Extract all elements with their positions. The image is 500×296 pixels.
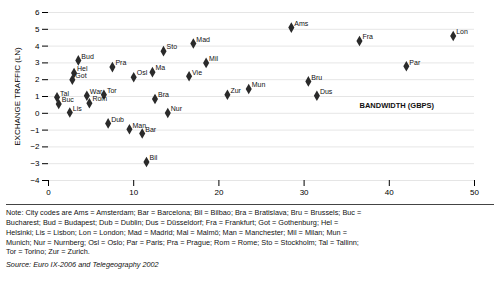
svg-text:4: 4 bbox=[35, 42, 40, 51]
svg-text:−2: −2 bbox=[30, 142, 40, 151]
svg-text:2: 2 bbox=[35, 75, 40, 84]
svg-text:Lis: Lis bbox=[73, 105, 82, 112]
html-text:Source: Euro IX-2006 and Teleg: Source: Euro IX-2006 and Telegeography 2… bbox=[6, 260, 159, 270]
svg-text:Dus: Dus bbox=[320, 88, 333, 95]
svg-text:Man: Man bbox=[132, 122, 146, 129]
svg-text:Nur: Nur bbox=[171, 105, 183, 112]
svg-text:Ams: Ams bbox=[294, 20, 309, 27]
svg-text:Bud: Bud bbox=[81, 53, 94, 60]
svg-text:Bra: Bra bbox=[158, 91, 169, 98]
svg-text:Mun: Mun bbox=[252, 81, 266, 88]
svg-text:0: 0 bbox=[35, 109, 40, 118]
svg-text:3: 3 bbox=[35, 58, 40, 67]
svg-text:0: 0 bbox=[46, 188, 51, 197]
svg-text:1: 1 bbox=[35, 92, 40, 101]
svg-text:30: 30 bbox=[300, 188, 309, 197]
svg-text:Got: Got bbox=[75, 72, 86, 79]
svg-text:−3: −3 bbox=[30, 159, 40, 168]
svg-text:Bar: Bar bbox=[145, 126, 157, 133]
svg-text:6: 6 bbox=[35, 8, 40, 17]
svg-text:War: War bbox=[90, 88, 103, 95]
svg-text:Vie: Vie bbox=[192, 69, 202, 76]
svg-text:Pra: Pra bbox=[115, 59, 126, 66]
svg-text:Mad: Mad bbox=[196, 36, 210, 43]
svg-text:EXCHANGE TRAFFIC (LN): EXCHANGE TRAFFIC (LN) bbox=[13, 47, 22, 146]
svg-text:Mil: Mil bbox=[209, 55, 218, 62]
svg-text:Rom: Rom bbox=[92, 95, 107, 102]
svg-text:50: 50 bbox=[470, 188, 479, 197]
svg-text:BANDWIDTH (GBPS): BANDWIDTH (GBPS) bbox=[359, 101, 434, 110]
svg-text:Dub: Dub bbox=[111, 116, 124, 123]
svg-text:20: 20 bbox=[214, 188, 223, 197]
svg-text:−1: −1 bbox=[30, 126, 40, 135]
svg-text:Buc: Buc bbox=[62, 96, 75, 103]
svg-text:Zur: Zur bbox=[230, 87, 241, 94]
svg-text:Par: Par bbox=[409, 59, 421, 66]
svg-text:Hel: Hel bbox=[77, 65, 88, 73]
svg-text:Sto: Sto bbox=[167, 43, 178, 50]
svg-text:Lon: Lon bbox=[456, 28, 468, 35]
svg-text:−4: −4 bbox=[30, 176, 40, 185]
svg-text:Tal: Tal bbox=[60, 89, 69, 97]
svg-text:Fra: Fra bbox=[362, 33, 373, 40]
svg-text:Bru: Bru bbox=[311, 74, 322, 81]
svg-text:Ma: Ma bbox=[155, 64, 165, 71]
svg-text:Tor: Tor bbox=[107, 87, 117, 94]
html-text:Note: City codes are Ams = Ams: Note: City codes are Ams = Amsterdam; Ba… bbox=[6, 208, 362, 257]
svg-text:5: 5 bbox=[35, 25, 40, 34]
svg-text:10: 10 bbox=[129, 188, 138, 197]
svg-text:40: 40 bbox=[385, 188, 394, 197]
svg-text:Osl: Osl bbox=[137, 69, 148, 76]
svg-text:Bil: Bil bbox=[149, 154, 157, 161]
